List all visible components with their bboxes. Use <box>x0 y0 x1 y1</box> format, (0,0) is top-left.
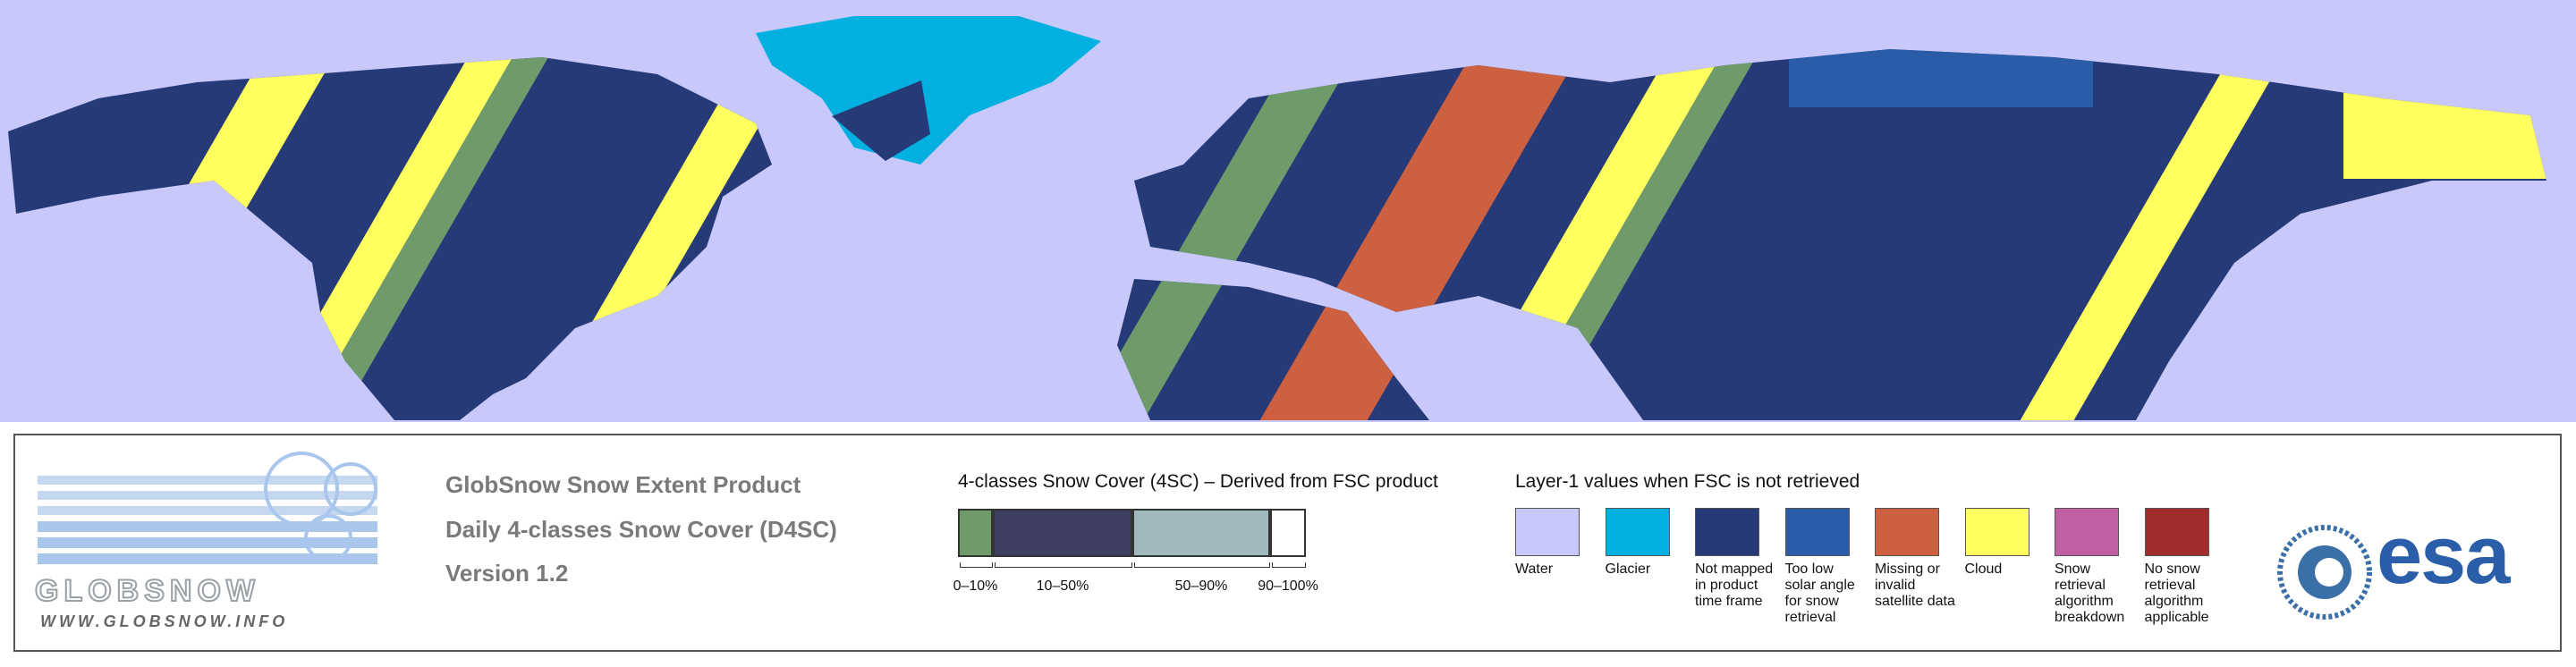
legend-panel: GLOBSNOW WWW.GLOBSNOW.INFO GlobSnow Snow… <box>13 434 2562 652</box>
class-bracket <box>1272 562 1306 568</box>
layer1-title: Layer-1 values when FSC is not retrieved <box>1515 471 1860 492</box>
legend-swatch <box>1964 508 2029 556</box>
legend-label: Not mapped in product time frame <box>1695 561 1774 609</box>
logo-url: WWW.GLOBSNOW.INFO <box>40 612 289 630</box>
cloud-band <box>257 49 546 420</box>
product-subtitle: Daily 4-classes Snow Cover (D4SC) <box>445 516 837 543</box>
legend-label: No snow retrieval algorithm applicable <box>2144 561 2209 625</box>
class-label: 50–90% <box>1174 578 1228 594</box>
legend-label: Water <box>1515 561 1554 577</box>
snow-band <box>1080 49 1386 420</box>
missing-band <box>1258 49 1610 420</box>
class-bracket <box>1134 562 1270 568</box>
legend-label: Cloud <box>1964 561 2003 577</box>
legend-swatch <box>1605 508 1670 556</box>
legend-label: Glacier <box>1605 561 1651 577</box>
low-solar <box>1789 49 2093 107</box>
greenland-unmapped <box>832 80 930 161</box>
esa-emblem <box>2277 525 2372 620</box>
class-label: 90–100% <box>1258 578 1318 594</box>
legend-label: Snow retrieval algorithm breakdown <box>2055 561 2125 625</box>
cloud-band <box>2019 49 2317 420</box>
legend-swatch <box>1784 508 1850 556</box>
legend-swatch <box>1695 508 1759 556</box>
class-label: 10–50% <box>1036 578 1089 594</box>
class-bracket <box>960 562 993 568</box>
esa-logo-text: esa <box>2377 510 2510 601</box>
legend-swatch <box>2055 508 2119 556</box>
class-swatch <box>958 509 993 557</box>
land <box>8 49 2546 420</box>
greenland <box>756 16 1101 165</box>
legend-label: Too low solar angle for snow retrieval <box>1784 561 1855 625</box>
class-bracket <box>995 562 1132 568</box>
snow-map <box>0 0 2576 422</box>
product-version: Version 1.2 <box>445 560 569 587</box>
logo-name: GLOBSNOW <box>34 573 260 609</box>
legend-label: Missing or invalid satellite data <box>1875 561 1955 609</box>
snow-band <box>301 49 581 420</box>
class-label: 0–10% <box>953 578 998 594</box>
legend-swatch <box>2144 508 2209 556</box>
globsnow-logo <box>38 452 377 564</box>
class-swatch <box>1270 509 1306 557</box>
legend-swatch <box>1875 508 1939 556</box>
class-swatch <box>1132 509 1270 557</box>
four-class-title: 4-classes Snow Cover (4SC) – Derived fro… <box>958 471 1438 492</box>
legend-swatch <box>1515 508 1580 556</box>
product-title: GlobSnow Snow Extent Product <box>445 471 801 498</box>
snow-band <box>1509 49 1789 420</box>
class-swatch <box>993 509 1132 557</box>
